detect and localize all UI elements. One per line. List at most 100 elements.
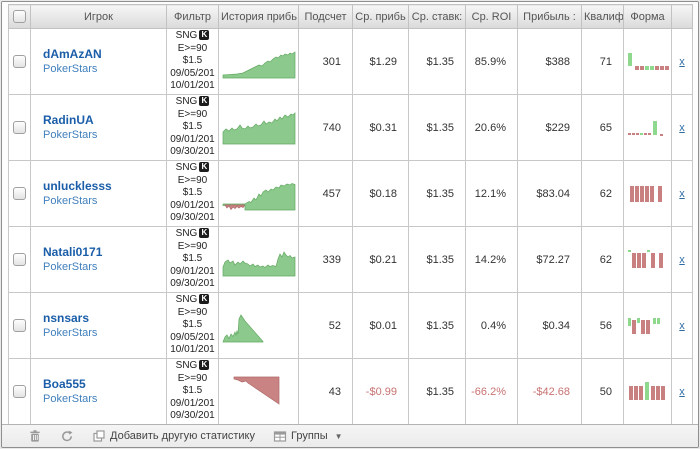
- column-header-qualif[interactable]: Квалиф: [581, 4, 624, 29]
- knockout-badge-icon: K: [199, 294, 210, 305]
- row-checkbox[interactable]: [13, 319, 26, 332]
- header-row: Игрок Фильтр История прибь Подсчет Ср. п…: [8, 4, 693, 29]
- player-cell: RadinUA PokerStars: [30, 94, 167, 161]
- column-header-player[interactable]: Игрок: [30, 4, 167, 29]
- column-header-avg-roi[interactable]: Ср. ROI: [465, 4, 518, 29]
- delete-button[interactable]: [28, 429, 42, 443]
- avg-profit-value: -$0.99: [352, 358, 409, 424]
- avg-profit-value: $0.18: [352, 160, 409, 227]
- count-value: 740: [298, 94, 353, 161]
- table-row: nsnsars PokerStars SNG K E>=90 $1.5 09/05…: [8, 292, 693, 359]
- count-value: 52: [298, 292, 353, 359]
- profit-value: $0.34: [517, 292, 582, 359]
- player-site-link[interactable]: PokerStars: [43, 327, 98, 339]
- form-chart: [623, 28, 672, 95]
- player-site-link[interactable]: PokerStars: [43, 195, 98, 207]
- profit-value: $72.27: [517, 226, 582, 293]
- profit-value: -$42.68: [517, 358, 582, 424]
- remove-row-link[interactable]: x: [679, 319, 685, 332]
- player-site-link[interactable]: PokerStars: [43, 261, 98, 273]
- remove-row-link[interactable]: x: [679, 121, 685, 134]
- knockout-badge-icon: K: [199, 228, 210, 239]
- filter-cell: SNG K E>=90 $1.5 09/01/201 09/30/201: [166, 94, 219, 161]
- player-site-link[interactable]: PokerStars: [43, 129, 98, 141]
- refresh-button[interactable]: [60, 429, 74, 443]
- column-header-avg-stake[interactable]: Ср. ставк:: [408, 4, 466, 29]
- column-header-count[interactable]: Подсчет: [298, 4, 353, 29]
- avg-stake-value: $1.35: [408, 358, 466, 424]
- profit-history-sparkline: [218, 28, 299, 95]
- add-statistic-icon: [93, 430, 105, 442]
- select-all-checkbox[interactable]: [13, 10, 26, 23]
- remove-row-link[interactable]: x: [679, 187, 685, 200]
- player-name-link[interactable]: nsnsars: [43, 311, 90, 325]
- qualif-value: 56: [581, 292, 624, 359]
- groups-label: Группы: [291, 430, 328, 442]
- profit-value: $229: [517, 94, 582, 161]
- form-chart: [623, 226, 672, 293]
- bottom-toolbar: Добавить другую статистику Группы ▼: [2, 424, 698, 447]
- row-checkbox[interactable]: [13, 187, 26, 200]
- avg-profit-value: $1.29: [352, 28, 409, 95]
- form-chart: [623, 160, 672, 227]
- groups-dropdown[interactable]: Группы ▼: [273, 430, 343, 443]
- add-statistic-label: Добавить другую статистику: [110, 430, 255, 442]
- profit-history-sparkline: [218, 226, 299, 293]
- profit-history-sparkline: [218, 358, 299, 424]
- filter-cell: SNG K E>=90 $1.5 09/01/201 09/30/201: [166, 358, 219, 424]
- knockout-badge-icon: K: [199, 162, 210, 173]
- count-value: 339: [298, 226, 353, 293]
- column-header-avg-profit[interactable]: Ср. прибь: [352, 4, 409, 29]
- column-header-history[interactable]: История прибь: [218, 4, 299, 29]
- player-name-link[interactable]: Natali0171: [43, 245, 103, 259]
- chevron-down-icon: ▼: [334, 431, 343, 441]
- row-checkbox[interactable]: [13, 121, 26, 134]
- avg-profit-value: $0.31: [352, 94, 409, 161]
- form-chart: [623, 94, 672, 161]
- filter-cell: SNG K E>=90 $1.5 09/01/201 09/30/201: [166, 160, 219, 227]
- avg-roi-value: 14.2%: [465, 226, 518, 293]
- avg-roi-value: -66.2%: [465, 358, 518, 424]
- column-header-form[interactable]: Форма: [623, 4, 672, 29]
- filter-cell: SNG K E>=90 $1.5 09/05/201 10/01/201: [166, 28, 219, 95]
- filter-cell: SNG K E>=90 $1.5 09/01/201 09/30/201: [166, 226, 219, 293]
- count-value: 457: [298, 160, 353, 227]
- table-row: RadinUA PokerStars SNG K E>=90 $1.5 09/01…: [8, 94, 693, 161]
- table-row: Natali0171 PokerStars SNG K E>=90 $1.5 09…: [8, 226, 693, 293]
- remove-row-link[interactable]: x: [679, 253, 685, 266]
- row-checkbox[interactable]: [13, 55, 26, 68]
- add-statistic-button[interactable]: Добавить другую статистику: [92, 429, 255, 443]
- qualif-value: 65: [581, 94, 624, 161]
- profit-history-sparkline: [218, 94, 299, 161]
- column-header-profit[interactable]: Прибыль :: [517, 4, 582, 29]
- avg-stake-value: $1.35: [408, 28, 466, 95]
- remove-row-link[interactable]: x: [679, 55, 685, 68]
- knockout-badge-icon: K: [199, 96, 210, 107]
- player-stats-table: Игрок Фильтр История прибь Подсчет Ср. п…: [8, 4, 693, 424]
- avg-stake-value: $1.35: [408, 160, 466, 227]
- column-header-filter[interactable]: Фильтр: [166, 4, 219, 29]
- table-row: Boa555 PokerStars SNG K E>=90 $1.5 09/01/…: [8, 358, 693, 424]
- player-cell: dAmAzAN PokerStars: [30, 28, 167, 95]
- avg-roi-value: 12.1%: [465, 160, 518, 227]
- profit-history-sparkline: [218, 292, 299, 359]
- player-site-link[interactable]: PokerStars: [43, 63, 98, 75]
- row-checkbox[interactable]: [13, 385, 26, 398]
- table-row: unlucklesss PokerStars SNG K E>=90 $1.5 0…: [8, 160, 693, 227]
- qualif-value: 71: [581, 28, 624, 95]
- knockout-badge-icon: K: [199, 360, 210, 371]
- filter-cell: SNG K E>=90 $1.5 09/05/201 10/01/201: [166, 292, 219, 359]
- avg-roi-value: 85.9%: [465, 28, 518, 95]
- row-checkbox[interactable]: [13, 253, 26, 266]
- column-header-remove: [671, 4, 693, 29]
- player-name-link[interactable]: RadinUA: [43, 113, 94, 127]
- qualif-value: 50: [581, 358, 624, 424]
- avg-profit-value: $0.21: [352, 226, 409, 293]
- player-name-link[interactable]: unlucklesss: [43, 179, 112, 193]
- player-name-link[interactable]: Boa555: [43, 377, 86, 391]
- player-site-link[interactable]: PokerStars: [43, 393, 98, 405]
- player-name-link[interactable]: dAmAzAN: [43, 47, 102, 61]
- form-chart: [623, 292, 672, 359]
- remove-row-link[interactable]: x: [679, 385, 685, 398]
